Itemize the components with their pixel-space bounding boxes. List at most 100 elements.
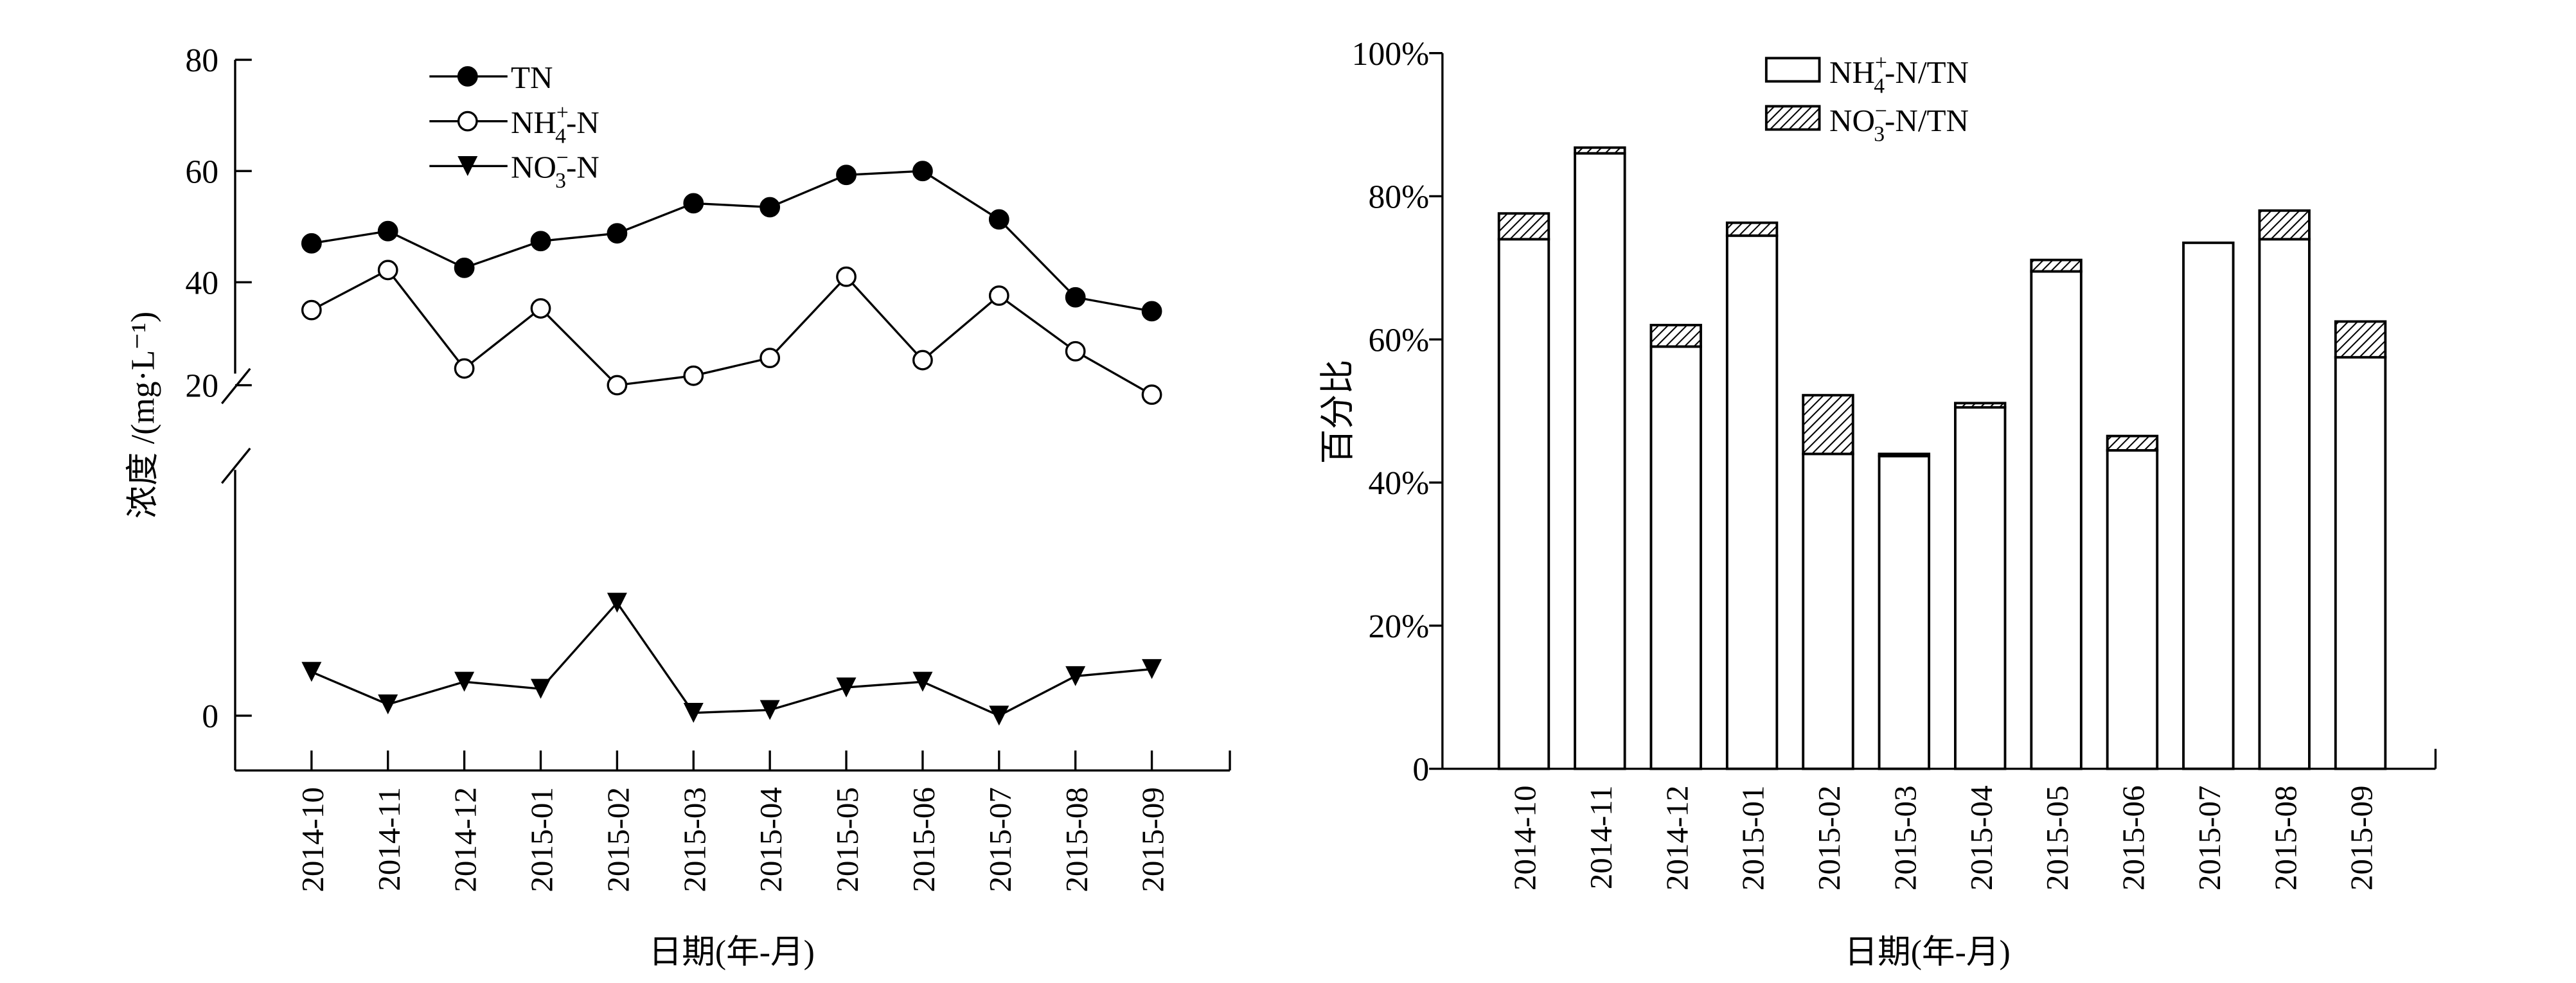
x-tick-label: 2015-01 (1736, 785, 1771, 890)
x-tick-label: 2015-03 (677, 787, 712, 892)
bar-nh4 (1725, 234, 1779, 770)
bar-nh4 (2106, 448, 2159, 770)
x-tick-label: 2015-06 (2116, 785, 2151, 890)
x-tick-label: 2015-08 (2268, 785, 2303, 890)
x-tick-label: 2015-06 (906, 787, 941, 892)
y-tick-label: 100% (1352, 36, 1430, 73)
x-tick-label: 2015-09 (1135, 787, 1171, 892)
series-line-1 (311, 269, 1153, 396)
legend-label-sup: + (556, 101, 569, 125)
x-tick-label: 2015-03 (1887, 785, 1923, 890)
data-point-tn (377, 220, 398, 242)
data-point-nh4 (988, 285, 1009, 306)
x-tick-label: 2015-07 (982, 787, 1018, 892)
legend-label-sup: + (1875, 51, 1887, 75)
data-point-nh4 (301, 299, 322, 321)
bar-nh4 (2182, 241, 2235, 770)
legend-label-sub: 3 (555, 169, 566, 193)
y-tick-label: 20 (185, 368, 218, 405)
y-tick-label: 60% (1368, 322, 1429, 359)
x-tick-label: 2015-05 (830, 787, 865, 892)
data-point-tn (759, 197, 781, 218)
data-point-nh4 (1065, 341, 1086, 362)
bar-no3 (2106, 434, 2159, 452)
legend-label-main: NO (1829, 103, 1875, 138)
ratio-bar-chart: 0 20% 40% 60% 80% 100% 2014-10 2014-11 2014-12 20… (1319, 36, 2437, 971)
bar-nh4 (1878, 454, 1931, 770)
legend-label: NH+ 4-N/TN (1829, 51, 1969, 98)
legend-label: NH+ 4-N (511, 101, 600, 148)
x-tick-label: 2015-04 (1964, 785, 1999, 890)
legend-swatch (1764, 105, 1821, 131)
bar-no3 (2030, 258, 2083, 273)
y-tick-label: 60 (185, 154, 218, 190)
data-point-no3 (912, 671, 933, 692)
data-point-nh4 (683, 365, 704, 386)
legend-label-tail: -N/TN (1885, 55, 1969, 90)
x-tick-label: 2014-12 (448, 787, 483, 892)
bar-no3 (1953, 402, 2007, 409)
y-tick-label: 80% (1368, 179, 1429, 216)
series-line-0 (311, 170, 1152, 313)
data-point-no3 (378, 694, 398, 714)
bar-nh4 (2334, 356, 2387, 770)
legend-marker (457, 66, 478, 87)
legend-swatch (1764, 57, 1821, 83)
data-point-no3 (683, 703, 704, 723)
series-line-2 (311, 601, 1152, 717)
x-axis-title: 日期(年-月) (649, 934, 815, 971)
y-tick-label: 40 (185, 265, 218, 301)
legend-label-sub: 4 (1874, 75, 1885, 98)
data-point-no3 (454, 671, 475, 692)
x-tick-label: 2014-10 (295, 787, 330, 892)
data-point-tn (912, 161, 933, 182)
data-point-nh4 (607, 375, 628, 396)
legend-label-sup: − (556, 146, 569, 170)
legend-marker (457, 155, 478, 176)
bar-nh4 (2030, 270, 2083, 770)
x-tick-label: 2014-10 (1507, 785, 1543, 890)
bar-nh4 (2258, 238, 2311, 770)
bar-no3 (1802, 394, 1854, 456)
data-point-tn (836, 164, 857, 186)
bar-no3 (1878, 452, 1931, 457)
x-axis-title: 日期(年-月) (1844, 934, 2010, 971)
y-tick-label: 0 (202, 698, 218, 735)
legend-label: NO− 3-N (511, 146, 600, 193)
x-tick-label: 2014-12 (1659, 785, 1694, 890)
bar-no3 (1497, 212, 1550, 241)
data-point-no3 (759, 700, 780, 720)
bar-nh4 (1574, 152, 1626, 770)
y-axis-title: 百分比 (1319, 360, 1357, 465)
data-point-tn (988, 209, 1009, 230)
legend-label-sub: 3 (1874, 123, 1885, 146)
data-point-nh4 (530, 298, 551, 319)
bar-no3 (2258, 209, 2311, 241)
legend-label-sup: − (1875, 99, 1887, 123)
x-tick-label: 2015-01 (524, 787, 560, 892)
legend-label-tail: -N (566, 150, 600, 185)
data-point-nh4 (377, 260, 398, 281)
data-point-no3 (1065, 666, 1086, 686)
legend-marker (457, 111, 478, 132)
x-tick-label: 2015-09 (2344, 785, 2379, 890)
bar-nh4 (1649, 345, 1702, 770)
legend-label: NO− 3-N/TN (1829, 99, 1969, 146)
bar-nh4 (1497, 238, 1550, 770)
bar-nh4 (1802, 452, 1854, 770)
data-point-nh4 (1141, 384, 1162, 405)
legend-label-main: NH (1829, 55, 1875, 90)
legend-label-tail: -N (566, 105, 600, 140)
legend-label-main: NO (511, 150, 556, 185)
data-point-tn (1141, 301, 1162, 322)
x-tick-label: 2015-07 (2192, 785, 2227, 890)
x-tick-label: 2015-02 (600, 787, 635, 892)
x-tick-label: 2015-08 (1059, 787, 1094, 892)
x-tick-label: 2015-05 (2039, 785, 2075, 890)
data-point-no3 (530, 678, 551, 699)
y-tick-label: 40% (1368, 465, 1429, 502)
data-point-nh4 (454, 358, 475, 379)
y-axis-title: 浓度 /(mg·L⁻¹) (125, 312, 161, 519)
bar-no3 (1725, 221, 1779, 237)
